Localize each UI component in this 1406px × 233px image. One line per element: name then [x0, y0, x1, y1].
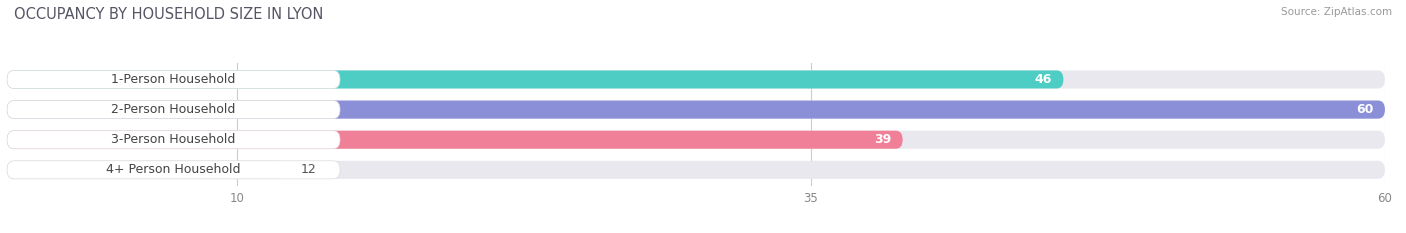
Text: 4+ Person Household: 4+ Person Household	[107, 163, 240, 176]
FancyBboxPatch shape	[7, 161, 1385, 179]
FancyBboxPatch shape	[7, 70, 1385, 89]
FancyBboxPatch shape	[7, 131, 340, 149]
Text: 2-Person Household: 2-Person Household	[111, 103, 236, 116]
Text: 60: 60	[1355, 103, 1374, 116]
Text: 12: 12	[301, 163, 316, 176]
Text: 3-Person Household: 3-Person Household	[111, 133, 236, 146]
FancyBboxPatch shape	[7, 131, 903, 149]
FancyBboxPatch shape	[7, 161, 283, 179]
Text: Source: ZipAtlas.com: Source: ZipAtlas.com	[1281, 7, 1392, 17]
FancyBboxPatch shape	[7, 70, 340, 89]
FancyBboxPatch shape	[7, 161, 340, 179]
Text: 39: 39	[875, 133, 891, 146]
FancyBboxPatch shape	[7, 101, 1385, 119]
FancyBboxPatch shape	[7, 131, 1385, 149]
FancyBboxPatch shape	[7, 101, 340, 119]
Text: 46: 46	[1035, 73, 1052, 86]
FancyBboxPatch shape	[7, 101, 1385, 119]
FancyBboxPatch shape	[7, 70, 1063, 89]
Text: OCCUPANCY BY HOUSEHOLD SIZE IN LYON: OCCUPANCY BY HOUSEHOLD SIZE IN LYON	[14, 7, 323, 22]
Text: 1-Person Household: 1-Person Household	[111, 73, 236, 86]
